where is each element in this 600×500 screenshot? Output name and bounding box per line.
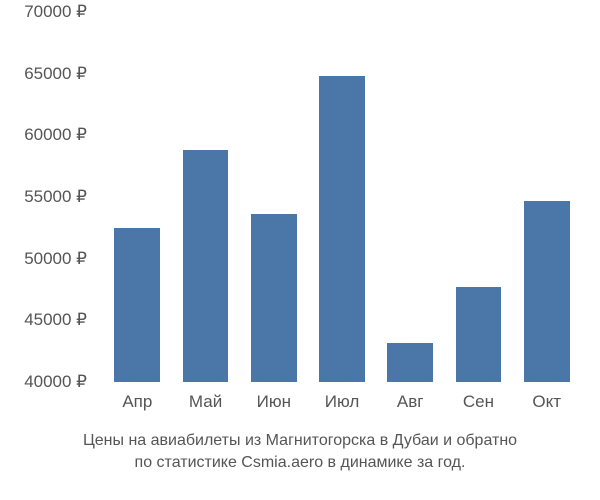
x-tick-label: Окт (532, 382, 561, 412)
x-tick-label: Сен (463, 382, 494, 412)
y-tick-label: 40000 ₽ (24, 372, 95, 392)
caption-line-1: Цены на авиабилеты из Магнитогорска в Ду… (83, 432, 517, 449)
x-tick-label: Июл (325, 382, 360, 412)
y-tick-label: 55000 ₽ (24, 187, 95, 207)
bar (387, 343, 433, 382)
y-tick-label: 60000 ₽ (24, 125, 95, 145)
x-tick-label: Авг (397, 382, 424, 412)
bar (524, 201, 570, 382)
y-tick-label: 70000 ₽ (24, 2, 95, 22)
caption-line-2: по статистике Csmia.aero в динамике за г… (135, 454, 466, 471)
bar (319, 76, 365, 382)
y-tick-label: 45000 ₽ (24, 310, 95, 330)
chart-caption: Цены на авиабилеты из Магнитогорска в Ду… (0, 430, 600, 473)
price-chart: 40000 ₽ 45000 ₽ 50000 ₽ 55000 ₽ 60000 ₽ 65000… (0, 0, 600, 500)
bar (251, 214, 297, 382)
plot-area: 40000 ₽45000 ₽50000 ₽55000 ₽60000 ₽65000… (95, 12, 593, 382)
y-tick-label: 65000 ₽ (24, 64, 95, 84)
x-tick-label: Апр (122, 382, 152, 412)
bar (456, 287, 502, 382)
bar (114, 228, 160, 382)
y-tick-label: 50000 ₽ (24, 249, 95, 269)
x-tick-label: Июн (257, 382, 291, 412)
x-tick-label: Май (189, 382, 222, 412)
bar (183, 150, 229, 382)
